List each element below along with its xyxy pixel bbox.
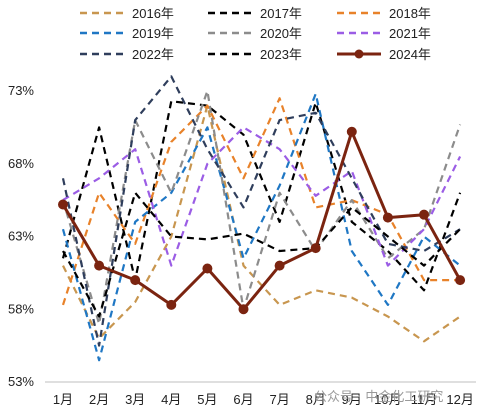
watermark-text: 公众号 · 中金化工研究 — [314, 389, 443, 405]
series-point — [455, 275, 466, 286]
series-point — [346, 126, 357, 137]
series-line — [61, 92, 461, 362]
legend-label: 2017年 — [260, 6, 302, 21]
y-tick-label: 73% — [8, 83, 34, 98]
series-point — [419, 209, 429, 220]
series-line — [61, 100, 462, 292]
series-point — [274, 260, 285, 271]
x-axis: 1月 2月 3月 4月 5月 6月 7月 8月 9月 10月 11月 12月 — [45, 381, 476, 407]
series-point — [310, 243, 321, 254]
series-point — [58, 199, 68, 210]
series-line — [62, 126, 462, 267]
x-tick-label: 5月 — [197, 392, 217, 407]
x-tick-label: 11月 — [411, 392, 438, 407]
series-point — [130, 275, 141, 286]
legend-label: 2018年 — [389, 6, 431, 21]
legend-label: 2016年 — [132, 6, 174, 21]
y-tick-label: 53% — [8, 374, 34, 389]
legend-label: 2022年 — [132, 47, 174, 62]
series-line — [61, 130, 462, 311]
y-tick-label: 63% — [8, 229, 34, 244]
series-point — [238, 304, 249, 315]
series-point — [202, 263, 213, 274]
legend-label: 2020年 — [260, 26, 302, 41]
y-tick-label: 68% — [8, 156, 34, 171]
series-line — [62, 191, 461, 318]
series-point — [166, 299, 177, 310]
x-tick-label: 12月 — [446, 392, 473, 407]
x-tick-label: 6月 — [233, 392, 253, 407]
x-tick-label: 8月 — [306, 392, 326, 407]
plot-area — [58, 75, 466, 362]
series-line — [61, 75, 461, 347]
series-point — [94, 260, 105, 271]
x-tick-label: 9月 — [342, 392, 362, 407]
legend-label: 2019年 — [132, 26, 174, 41]
legend-label: 2023年 — [260, 47, 302, 62]
x-tick-label: 2月 — [89, 392, 109, 407]
x-tick-label: 1月 — [53, 392, 73, 407]
x-tick-label: 4月 — [161, 392, 181, 407]
series-line — [61, 97, 461, 306]
y-tick-label: 58% — [8, 301, 34, 316]
y-axis: 53% 58% 63% 68% 73% — [8, 83, 34, 389]
x-tick-label: 10月 — [374, 392, 401, 407]
legend-label: 2021年 — [389, 26, 431, 41]
legend-marker — [354, 49, 364, 59]
series-point — [382, 212, 393, 223]
legend-label: 2024年 — [389, 47, 431, 62]
x-tick-label: 3月 — [125, 392, 145, 407]
x-tick-label: 7月 — [269, 392, 289, 407]
legend: 2016年 2017年 2018年 2019年 2020年 2021年 2022年 2023年… — [80, 6, 431, 62]
